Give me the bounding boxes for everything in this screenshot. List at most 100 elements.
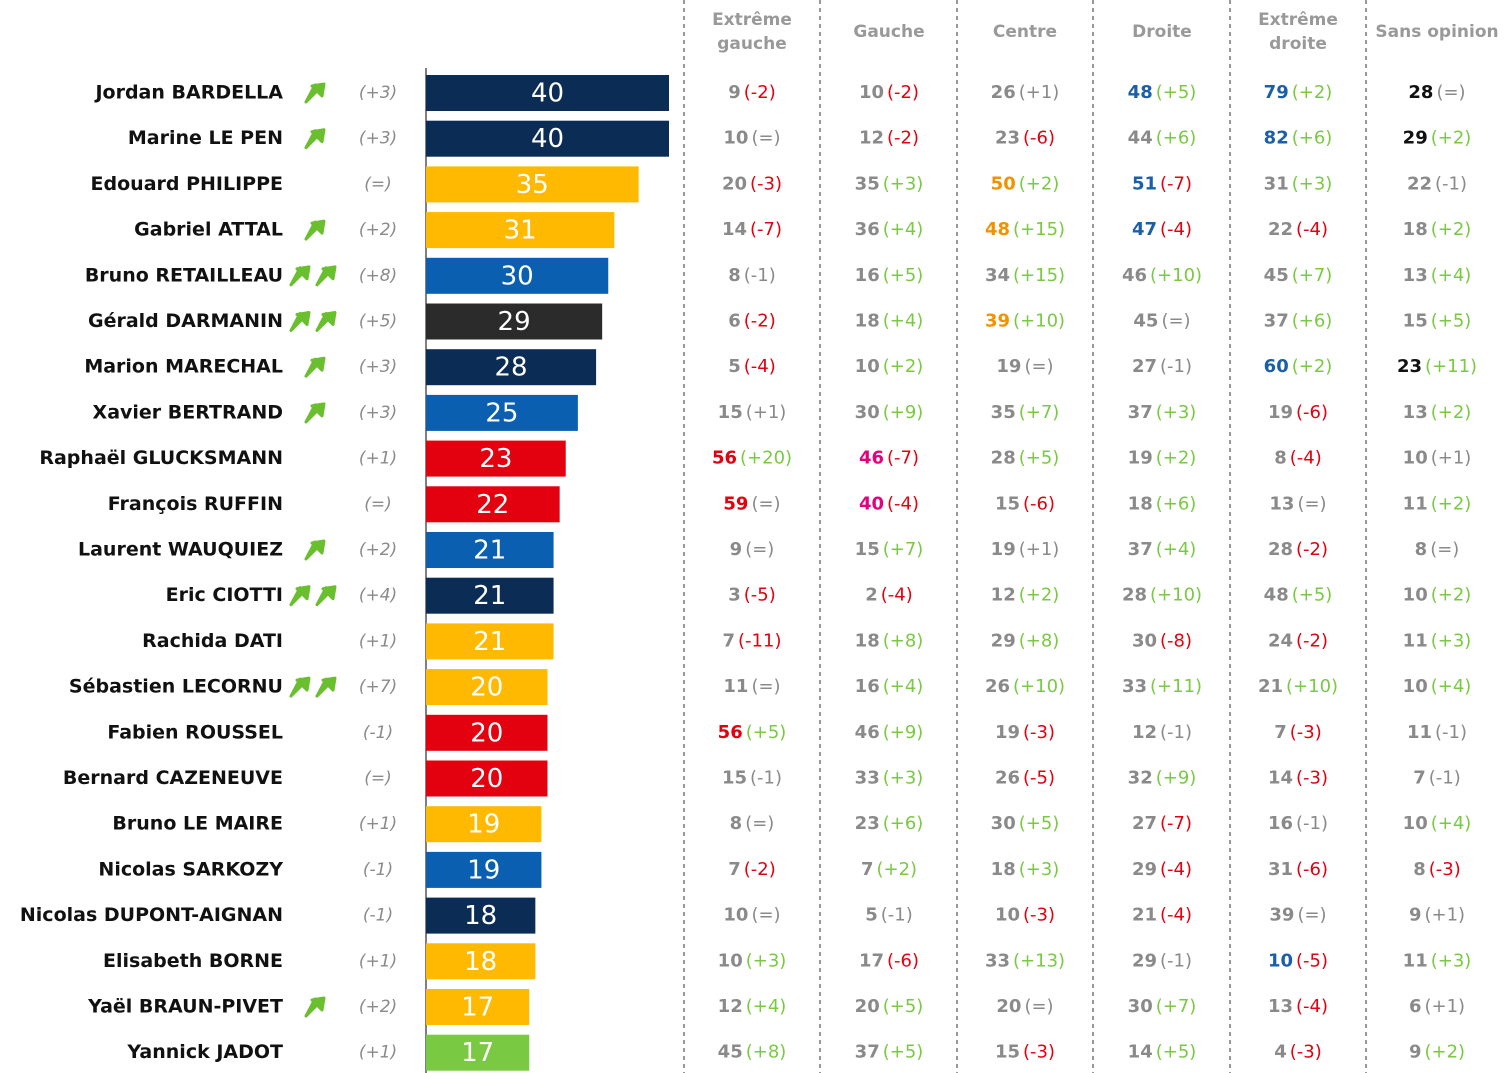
- cell-change: (-8): [1160, 630, 1192, 651]
- bar: [426, 623, 554, 660]
- cell-change: (+5): [1292, 585, 1333, 606]
- cell-change: (-2): [744, 82, 776, 103]
- cell: 13 (+4): [1403, 265, 1472, 286]
- cell-change: (=): [1436, 82, 1465, 103]
- cell-value: 50: [991, 173, 1016, 194]
- bar-label: 23: [479, 444, 512, 474]
- cell: 15 (-1): [722, 768, 782, 789]
- cell-value: 20: [996, 996, 1021, 1017]
- cell-value: 33: [985, 950, 1010, 971]
- cell: 5 (-4): [728, 356, 776, 377]
- trend-arrow-icon: [304, 402, 326, 424]
- bar-label: 29: [498, 307, 531, 337]
- bar-label: 19: [467, 855, 500, 885]
- cell-change: (+1): [1424, 996, 1465, 1017]
- trend-arrows: [304, 356, 326, 378]
- cell-change: (-2): [1296, 630, 1328, 651]
- cell-value: 10: [1403, 676, 1428, 697]
- cell-value: 7: [1413, 768, 1426, 789]
- cell-value: 9: [728, 82, 741, 103]
- cell-value: 13: [1403, 402, 1428, 423]
- cell-value: 21: [1258, 676, 1283, 697]
- cell-value: 45: [1264, 265, 1289, 286]
- cell-value: 51: [1132, 173, 1157, 194]
- cell-value: 14: [1128, 1042, 1153, 1063]
- bar-label: 22: [476, 490, 509, 520]
- cell-value: 12: [1132, 722, 1157, 743]
- cell: 27 (-7): [1132, 813, 1192, 834]
- cell-value: 10: [1403, 585, 1428, 606]
- change-label: (+1): [359, 951, 397, 971]
- cell-value: 4: [1274, 1042, 1287, 1063]
- cell-value: 23: [995, 128, 1020, 149]
- cell: 8 (=): [1415, 539, 1460, 560]
- cell-value: 10: [995, 905, 1020, 926]
- cell-value: 33: [855, 768, 880, 789]
- cell: 37 (+6): [1264, 311, 1333, 332]
- trend-arrow-icon: [315, 585, 337, 607]
- trend-arrow-icon: [304, 996, 326, 1018]
- cell: 51 (-7): [1132, 173, 1192, 194]
- cell-value: 11: [1403, 950, 1428, 971]
- cell-value: 15: [995, 493, 1020, 514]
- cell-change: (+5): [883, 265, 924, 286]
- cell-value: 37: [1264, 311, 1289, 332]
- cell: 8 (-1): [728, 265, 776, 286]
- cell-value: 46: [1122, 265, 1147, 286]
- trend-arrow-icon: [304, 82, 326, 104]
- bar-label: 20: [470, 764, 503, 794]
- cell: 30 (+7): [1128, 996, 1197, 1017]
- cell: 39 (=): [1269, 905, 1326, 926]
- cell: 19 (-6): [1268, 402, 1328, 423]
- cell-change: (-3): [1023, 1042, 1055, 1063]
- trend-arrows: [289, 676, 337, 698]
- column-header: Sans opinion: [1375, 22, 1498, 42]
- cell-value: 22: [1268, 219, 1293, 240]
- cell-value: 16: [855, 265, 880, 286]
- cell: 79 (+2): [1264, 82, 1333, 103]
- cell-change: (+10): [1013, 311, 1065, 332]
- cell-change: (+3): [746, 950, 787, 971]
- cell: 45 (+7): [1264, 265, 1333, 286]
- cell-change: (+7): [883, 539, 924, 560]
- cell: 13 (+2): [1403, 402, 1472, 423]
- cell: 13 (-4): [1268, 996, 1328, 1017]
- cell-value: 32: [1128, 768, 1153, 789]
- cell-change: (+2): [876, 859, 917, 880]
- cell-value: 21: [1132, 905, 1157, 926]
- cell-change: (+6): [1292, 128, 1333, 149]
- cell-value: 11: [1403, 493, 1428, 514]
- cell: 12 (-2): [859, 128, 919, 149]
- cell: 18 (+2): [1403, 219, 1472, 240]
- cell-value: 24: [1268, 630, 1293, 651]
- cell: 10 (+4): [1403, 813, 1472, 834]
- cell: 59 (=): [723, 493, 780, 514]
- cell-value: 29: [1132, 950, 1157, 971]
- cell-value: 14: [1268, 768, 1293, 789]
- cell-change: (+13): [1013, 950, 1065, 971]
- trend-arrows: [304, 539, 326, 561]
- bar: [426, 1034, 530, 1071]
- cell-value: 9: [730, 539, 743, 560]
- cell-change: (-3): [1023, 722, 1055, 743]
- cell: 18 (+3): [991, 859, 1060, 880]
- candidate-name: Marine LE PEN: [128, 127, 283, 149]
- cell-value: 12: [859, 128, 884, 149]
- cell-change: (+4): [1431, 676, 1472, 697]
- cell-value: 26: [991, 82, 1016, 103]
- change-label: (=): [364, 769, 392, 789]
- cell: 19 (=): [996, 356, 1053, 377]
- change-label: (+1): [359, 814, 397, 834]
- cell-value: 13: [1269, 493, 1294, 514]
- cell: 16 (+5): [855, 265, 924, 286]
- cell: 45 (+8): [718, 1042, 787, 1063]
- cell-change: (+9): [883, 402, 924, 423]
- cell-value: 34: [985, 265, 1010, 286]
- cell-change: (+2): [1431, 585, 1472, 606]
- bar: [426, 851, 542, 888]
- cell-value: 37: [1128, 402, 1153, 423]
- cell: 2 (-4): [865, 585, 913, 606]
- cell: 18 (+4): [855, 311, 924, 332]
- cell-change: (-1): [744, 265, 776, 286]
- cell: 33 (+3): [855, 768, 924, 789]
